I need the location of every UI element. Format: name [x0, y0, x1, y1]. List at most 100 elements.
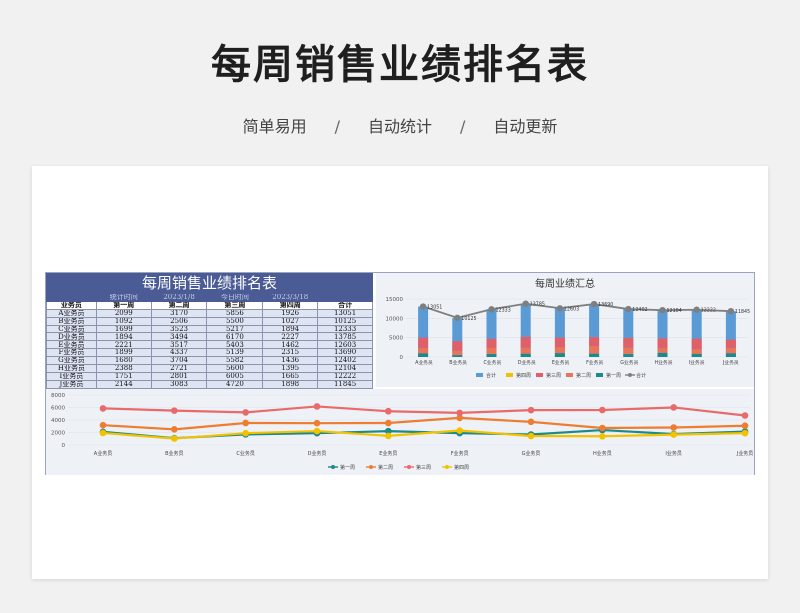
x-tick-label: I业务员 [665, 450, 681, 457]
subtitle: 简单易用 / 自动统计 / 自动更新 [0, 113, 800, 137]
table-cell[interactable]: 6005 [206, 371, 264, 381]
bar-week-segment [486, 354, 497, 357]
meta-value-today: 2023/3/18 [262, 293, 319, 302]
table-cell[interactable]: 2388 [95, 364, 152, 373]
table-cell[interactable]: 1092 [95, 316, 152, 326]
table-cell[interactable]: 5600 [206, 364, 264, 373]
table-row: I业务员 1751 2801 6005 1665 12222 [46, 371, 373, 381]
table-cell[interactable]: 13690 [317, 348, 373, 358]
table-cell[interactable]: 13785 [317, 332, 373, 342]
table-cell[interactable]: 4720 [206, 379, 264, 389]
table-cell[interactable]: 12603 [317, 340, 373, 350]
table-cell[interactable]: 12104 [317, 364, 373, 373]
table-cell[interactable]: 1894 [95, 332, 152, 342]
series-point [171, 426, 178, 433]
table-cell[interactable]: 2801 [150, 371, 208, 381]
table-row: B业务员 1092 2506 5500 1027 10125 [46, 316, 373, 326]
col-header: 第二周 [150, 300, 208, 310]
bar-week-segment [520, 336, 531, 348]
table-cell[interactable]: A业务员 [46, 308, 97, 318]
table-cell[interactable]: 6170 [206, 332, 264, 342]
series-point [242, 419, 249, 427]
table-cell[interactable]: 1898 [262, 379, 319, 389]
table-cell[interactable]: F业务员 [46, 348, 97, 358]
table-cell[interactable]: 3517 [150, 340, 208, 350]
table-cell[interactable]: 2227 [262, 332, 319, 342]
table-cell[interactable]: 5582 [206, 356, 264, 366]
x-tick-label: G业务员 [522, 450, 541, 457]
bar-week-segment [418, 337, 429, 348]
table-cell[interactable]: 5500 [206, 316, 264, 326]
table-cell[interactable]: 1751 [95, 371, 152, 381]
table-cell[interactable]: 1894 [262, 324, 319, 334]
table-cell[interactable]: 13051 [317, 308, 373, 318]
data-label: 12222 [701, 308, 716, 314]
table-cell[interactable]: 12333 [317, 324, 373, 334]
bar-week-segment [554, 337, 565, 348]
bar-week-segment [554, 353, 565, 357]
table-row: C业务员 1699 3523 5217 1894 12333 [46, 324, 373, 334]
table-cell[interactable]: 1680 [95, 356, 152, 366]
subtitle-separator: / [460, 117, 466, 136]
table-cell[interactable]: 4337 [150, 348, 208, 358]
table-cell[interactable]: D业务员 [46, 332, 97, 342]
table-cell[interactable]: 3083 [150, 379, 208, 389]
x-tick-label: B业务员 [165, 450, 183, 457]
bar-week-segment [589, 337, 600, 347]
table-cell[interactable]: 12222 [317, 371, 373, 381]
bar-total [554, 308, 565, 357]
table-cell[interactable]: 1436 [262, 356, 319, 366]
table-cell[interactable]: 2315 [262, 348, 319, 358]
legend-label: 第二周 [576, 372, 591, 379]
data-label: 12333 [496, 307, 511, 313]
series-point [385, 432, 392, 440]
table-cell[interactable]: 1699 [95, 324, 152, 334]
table-cell[interactable]: 3523 [150, 324, 208, 334]
table-cell[interactable]: H业务员 [46, 364, 97, 373]
x-tick-label: D业务员 [518, 359, 536, 366]
table-cell[interactable]: 3704 [150, 356, 208, 366]
table-cell[interactable]: E业务员 [46, 340, 97, 350]
table-cell[interactable]: 12402 [317, 356, 373, 366]
series-point [670, 431, 677, 438]
table-cell[interactable]: 1027 [262, 316, 319, 326]
table-cell[interactable]: 2221 [95, 340, 152, 350]
table-cell[interactable]: B业务员 [46, 316, 97, 326]
table-cell[interactable]: 5856 [206, 308, 264, 318]
table-cell[interactable]: 3494 [150, 332, 208, 342]
table-cell[interactable]: 11845 [317, 379, 373, 389]
legend-label: 第二周 [378, 464, 393, 471]
table-cell[interactable]: 2506 [150, 316, 208, 326]
table-cell[interactable]: 2721 [150, 364, 208, 373]
table-cell[interactable]: 2144 [95, 379, 152, 389]
y-tick-label: 0 [62, 443, 66, 449]
y-tick-label: 15000 [386, 297, 404, 303]
table-cell[interactable]: 3170 [150, 308, 208, 318]
table-cell[interactable]: 5403 [206, 340, 264, 350]
table-cell[interactable]: G业务员 [46, 356, 97, 366]
table-cell[interactable]: 2099 [95, 308, 152, 318]
table-cell[interactable]: 1665 [262, 371, 319, 381]
bar-total [623, 309, 634, 357]
table-row: F业务员 1899 4337 5139 2315 13690 [46, 348, 373, 358]
legend-label: 第一周 [340, 464, 355, 471]
series-point [171, 435, 178, 442]
total-line [422, 302, 731, 319]
table-row: H业务员 2388 2721 5600 1395 12104 [46, 364, 373, 373]
bar-week-segment [691, 353, 702, 357]
table-cell[interactable]: 5217 [206, 324, 264, 334]
total-point [625, 305, 632, 313]
table-cell[interactable]: 1395 [262, 364, 319, 373]
table-cell[interactable]: J业务员 [46, 379, 97, 389]
total-point [727, 307, 735, 315]
sales-grid: 统计时间 2023/1/8 今日时间 2023/3/18 业务员 第一周 第二周… [46, 293, 373, 389]
table-cell[interactable]: 10125 [317, 316, 373, 326]
table-cell[interactable]: C业务员 [46, 324, 97, 334]
bar-total [657, 310, 668, 357]
total-point [419, 303, 427, 310]
table-cell[interactable]: 5139 [206, 348, 264, 358]
table-cell[interactable]: 1926 [262, 308, 319, 318]
table-cell[interactable]: 1462 [262, 340, 319, 350]
table-cell[interactable]: I业务员 [46, 371, 97, 381]
table-cell[interactable]: 1899 [95, 348, 152, 358]
